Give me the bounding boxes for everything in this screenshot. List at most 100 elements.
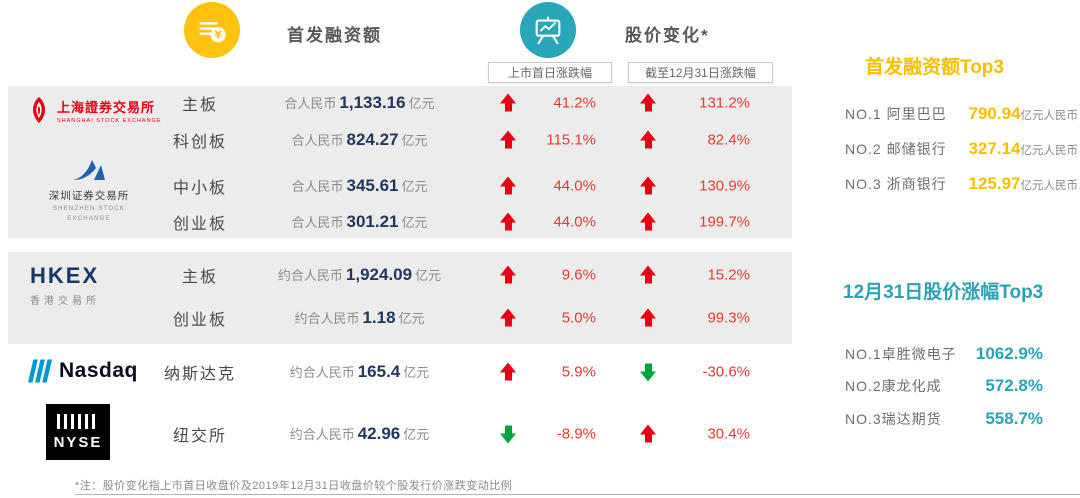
first-day-change-header: 上市首日涨跌幅 xyxy=(488,62,612,83)
szse-name-en: SHENZHEN STOCK EXCHANGE xyxy=(52,206,126,222)
rank-name: NO.1卓胜微电子 xyxy=(845,346,957,362)
first-day-change: -8.9% xyxy=(556,425,596,443)
chart-presentation-icon-glyph xyxy=(535,16,561,45)
board-label: 创业板 xyxy=(172,216,227,233)
board-label: 主板 xyxy=(181,97,218,114)
amount-prefix: 合人民币 xyxy=(291,133,344,148)
hkex-panel xyxy=(8,252,792,344)
down-arrow-icon xyxy=(500,425,517,444)
up-arrow-icon xyxy=(640,130,657,150)
amount-prefix: 约合人民币 xyxy=(289,427,355,442)
ipo-amount: 合人民币 824.27 亿元 xyxy=(252,130,467,150)
rank-value: 572.8% xyxy=(985,376,1043,395)
table-row-szse-chinext: 创业板 合人民币 301.21 亿元 44.0% 199.7% xyxy=(0,204,800,240)
board-label: 主板 xyxy=(181,269,218,286)
nasdaq-mark-icon xyxy=(28,359,52,383)
first-day-change: 9.6% xyxy=(561,266,596,284)
amount-prefix: 约合人民币 xyxy=(289,365,355,380)
ipo-amount: 合人民币 1,133.16 亿元 xyxy=(252,93,467,113)
first-day-change: 41.2% xyxy=(553,94,596,112)
nyse-logo: NYSE xyxy=(46,404,110,460)
dec31-change: 99.3% xyxy=(707,309,750,327)
nasdaq-wordmark: Nasdaq xyxy=(59,359,138,382)
mainland-exchanges-panel xyxy=(8,86,792,238)
rank-unit: 亿元人民币 xyxy=(1020,110,1079,122)
ipo-top3-title: 首发融资额Top3 xyxy=(865,57,1004,78)
ipo-amount: 约合人民币 42.96 亿元 xyxy=(252,424,467,444)
ipo-amount: 合人民币 345.61 亿元 xyxy=(252,176,467,196)
gain-top3-title: 12月31日股价涨幅Top3 xyxy=(843,282,1044,303)
dec31-change: -30.6% xyxy=(702,363,750,381)
gain-top3-item-2: NO.2康龙化成 572.8% xyxy=(845,376,1043,396)
amount-value: 301.21 xyxy=(346,212,399,231)
amount-prefix: 合人民币 xyxy=(291,179,344,194)
rank-name: NO.2康龙化成 xyxy=(845,378,942,394)
ipo-amount-legend-label: 首发融资额 xyxy=(287,26,382,45)
amount-unit: 亿元 xyxy=(403,365,430,380)
amount-value: 1,133.16 xyxy=(339,93,406,112)
money-icon: ¥ xyxy=(184,2,240,58)
amount-unit: 亿元 xyxy=(398,311,425,326)
sse-name-en: SHANGHAI STOCK EXCHANGE xyxy=(57,117,162,124)
up-arrow-icon xyxy=(500,265,517,285)
rank-name: NO.1 阿里巴巴 xyxy=(845,106,947,122)
hkex-logo: HKEX 香港交易所 xyxy=(30,263,100,307)
footnote: *注：股价变化指上市首日收盘价及2019年12月31日收盘价较个股发行价涨跌变动… xyxy=(75,480,513,492)
amount-prefix: 合人民币 xyxy=(284,96,337,111)
rank-name: NO.3瑞达期货 xyxy=(845,411,942,427)
money-icon-glyph: ¥ xyxy=(199,22,226,43)
rank-value: 558.7% xyxy=(985,409,1043,428)
board-label: 科创板 xyxy=(172,134,227,151)
hkex-wordmark: HKEX xyxy=(30,263,100,288)
amount-unit: 亿元 xyxy=(403,427,430,442)
gain-top3-item-3: NO.3瑞达期货 558.7% xyxy=(845,409,1043,429)
amount-unit: 亿元 xyxy=(415,268,442,283)
rank-name: NO.2 邮储银行 xyxy=(845,141,947,157)
up-arrow-icon xyxy=(640,93,657,113)
table-row-hkex-main: 主板 约合人民币 1,924.09 亿元 9.6% 15.2% xyxy=(0,257,800,293)
price-change-legend-label: 股价变化* xyxy=(625,26,710,45)
first-day-change: 44.0% xyxy=(553,177,596,195)
szse-logo: 深圳证券交易所 SHENZHEN STOCK EXCHANGE xyxy=(36,158,142,224)
up-arrow-icon xyxy=(640,424,657,444)
amount-value: 345.61 xyxy=(346,176,399,195)
table-row-nyse: 纽交所 约合人民币 42.96 亿元 -8.9% 30.4% xyxy=(0,416,800,452)
dec31-change: 131.2% xyxy=(699,94,750,112)
svg-text:¥: ¥ xyxy=(215,30,223,42)
ipo-top3-item-1: NO.1 阿里巴巴 790.94亿元人民币 xyxy=(845,104,1078,124)
ipo-amount: 约合人民币 165.4 亿元 xyxy=(252,362,467,382)
board-label: 纳斯达克 xyxy=(163,366,236,383)
ipo-amount: 约合人民币 1,924.09 亿元 xyxy=(252,265,467,285)
first-day-change: 5.0% xyxy=(561,309,596,327)
up-arrow-icon xyxy=(640,265,657,285)
amount-unit: 亿元 xyxy=(408,96,435,111)
amount-value: 42.96 xyxy=(357,424,401,443)
chart-presentation-icon xyxy=(520,2,576,58)
rank-value: 1062.9% xyxy=(975,344,1043,363)
dec31-change: 130.9% xyxy=(699,177,750,195)
rank-value: 125.97 xyxy=(968,174,1021,193)
first-day-change: 5.9% xyxy=(561,363,596,381)
ipo-amount: 合人民币 301.21 亿元 xyxy=(252,212,467,232)
down-arrow-icon xyxy=(640,363,657,382)
board-label: 中小板 xyxy=(172,180,227,197)
rank-value: 327.14 xyxy=(968,139,1021,158)
amount-value: 165.4 xyxy=(357,362,401,381)
rank-value-group: 125.97亿元人民币 xyxy=(969,174,1079,194)
table-row-hkex-gem: 创业板 约合人民币 1.18 亿元 5.0% 99.3% xyxy=(0,300,800,336)
amount-value: 824.27 xyxy=(346,130,399,149)
dec31-change: 82.4% xyxy=(707,131,750,149)
nyse-wordmark: NYSE xyxy=(53,433,103,451)
rank-name: NO.3 浙商银行 xyxy=(845,176,947,192)
szse-mark-icon xyxy=(73,160,105,180)
dec31-change: 199.7% xyxy=(699,213,750,231)
amount-unit: 亿元 xyxy=(401,133,428,148)
amount-unit: 亿元 xyxy=(401,179,428,194)
bottom-divider xyxy=(75,494,1080,495)
szse-name-cn: 深圳证券交易所 xyxy=(48,190,130,202)
sse-flower-icon xyxy=(33,97,45,123)
board-label: 纽交所 xyxy=(172,428,227,445)
first-day-change: 44.0% xyxy=(553,213,596,231)
up-arrow-icon xyxy=(500,176,517,196)
up-arrow-icon xyxy=(640,212,657,232)
